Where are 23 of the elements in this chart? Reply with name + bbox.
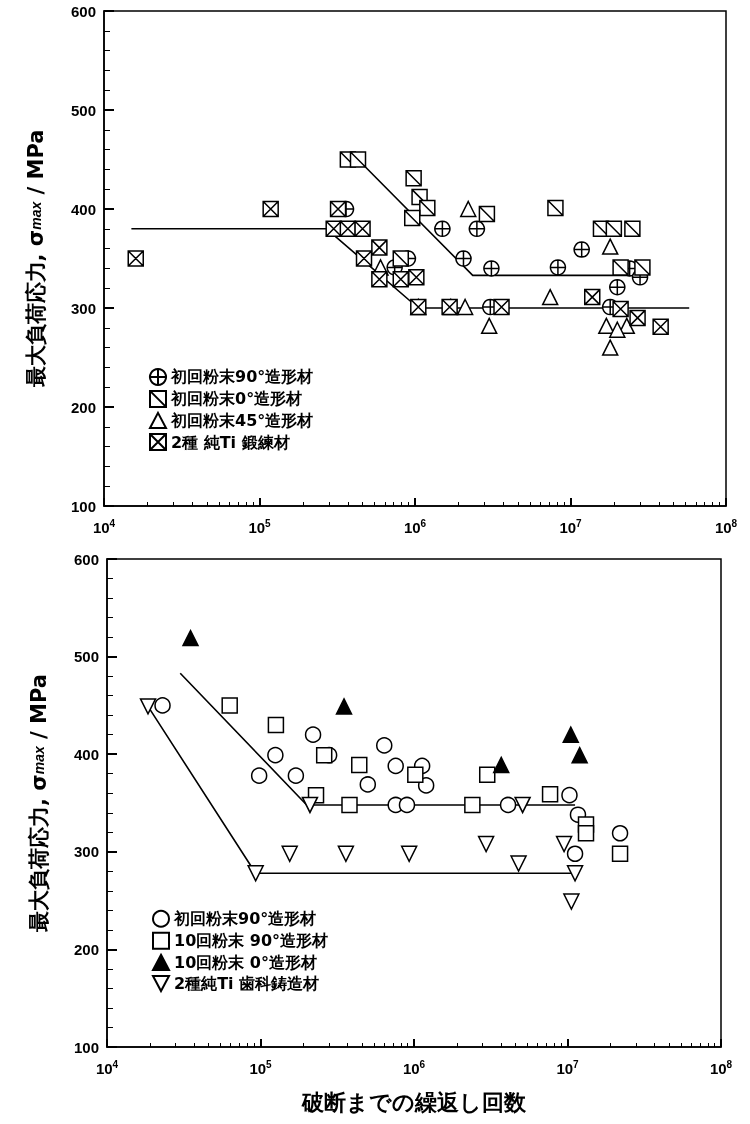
y-tick-label: 400 — [73, 745, 99, 763]
y-tick-label: 500 — [73, 648, 99, 666]
legend-label: 2種純Ti 歯科鋳造材 — [174, 973, 320, 993]
legend-label: 初回粉末90°造形材 — [173, 909, 317, 929]
legend-label: 初回粉末90°造形材 — [170, 367, 314, 387]
y-tick-label: 200 — [70, 398, 96, 416]
y-tick-label: 200 — [73, 940, 99, 958]
y-tick-label: 600 — [70, 2, 96, 20]
legend-label: 2種 純Ti 鍛練材 — [171, 432, 290, 452]
y-tick-label: 300 — [73, 843, 99, 861]
y-tick-label: 100 — [73, 1038, 99, 1056]
y-axis-title: 最大負荷応力, σmax / MPa — [26, 674, 51, 933]
y-tick-label: 600 — [73, 550, 99, 568]
y-tick-label: 300 — [70, 299, 96, 317]
y-tick-label: 100 — [70, 497, 96, 515]
y-tick-label: 400 — [70, 200, 96, 218]
legend-label: 初回粉末45°造形材 — [170, 410, 314, 430]
y-axis-title: 最大負荷応力, σmax / MPa — [23, 129, 48, 389]
y-tick-label: 500 — [70, 101, 96, 119]
x-axis-title: 破断までの繰返し回数 — [301, 1089, 527, 1115]
legend-label: 初回粉末0°造形材 — [170, 389, 303, 409]
legend-label: 10回粉末 0°造形材 — [174, 952, 317, 972]
legend-label: 10回粉末 90°造形材 — [174, 931, 329, 951]
